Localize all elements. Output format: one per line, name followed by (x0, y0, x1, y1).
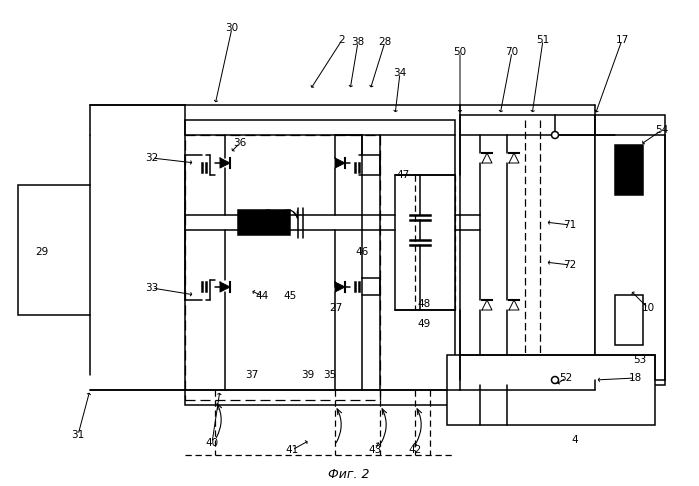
Text: 45: 45 (283, 291, 296, 301)
Text: 54: 54 (656, 125, 669, 135)
Text: 17: 17 (615, 35, 628, 45)
Text: 72: 72 (563, 260, 577, 270)
Polygon shape (335, 282, 345, 292)
Text: 43: 43 (368, 445, 382, 455)
Bar (460, 115, 595, 385)
Polygon shape (509, 153, 519, 163)
Bar (18, 185, 90, 315)
Text: 38: 38 (352, 37, 365, 47)
Bar (185, 135, 380, 400)
Text: 4: 4 (572, 435, 578, 445)
Text: 10: 10 (642, 303, 654, 313)
Text: 32: 32 (145, 153, 159, 163)
Text: 39: 39 (301, 370, 315, 380)
Text: 51: 51 (536, 35, 549, 45)
Text: 2: 2 (339, 35, 345, 45)
Text: 28: 28 (378, 37, 391, 47)
Bar (185, 120, 455, 405)
Polygon shape (482, 300, 492, 310)
Text: 48: 48 (417, 299, 431, 309)
Text: 27: 27 (329, 303, 343, 313)
Text: Фиг. 2: Фиг. 2 (329, 469, 370, 482)
Polygon shape (335, 158, 345, 168)
Text: 49: 49 (417, 319, 431, 329)
Text: 18: 18 (628, 373, 642, 383)
Polygon shape (482, 153, 492, 163)
Polygon shape (220, 282, 230, 292)
Text: 70: 70 (505, 47, 519, 57)
Text: 40: 40 (206, 438, 219, 448)
Text: 41: 41 (285, 445, 298, 455)
Text: 37: 37 (245, 370, 259, 380)
Text: 29: 29 (36, 247, 49, 257)
Text: 71: 71 (563, 220, 577, 230)
Bar (615, 295, 643, 345)
Bar (395, 175, 455, 310)
Text: 47: 47 (396, 170, 410, 180)
Text: 42: 42 (408, 445, 421, 455)
Text: 31: 31 (71, 430, 85, 440)
Text: 33: 33 (145, 283, 159, 293)
Text: 53: 53 (633, 355, 647, 365)
Text: 46: 46 (355, 247, 368, 257)
Text: 50: 50 (454, 47, 466, 57)
Bar (595, 115, 665, 385)
Circle shape (552, 132, 559, 139)
Bar (238, 210, 290, 235)
Polygon shape (220, 158, 230, 168)
Text: 35: 35 (324, 370, 337, 380)
Bar (447, 355, 655, 425)
Polygon shape (509, 300, 519, 310)
Text: 30: 30 (226, 23, 238, 33)
Circle shape (552, 377, 559, 383)
Text: 44: 44 (255, 291, 268, 301)
Text: 34: 34 (394, 68, 407, 78)
Bar (615, 145, 643, 195)
Text: 52: 52 (559, 373, 572, 383)
Text: 36: 36 (233, 138, 247, 148)
